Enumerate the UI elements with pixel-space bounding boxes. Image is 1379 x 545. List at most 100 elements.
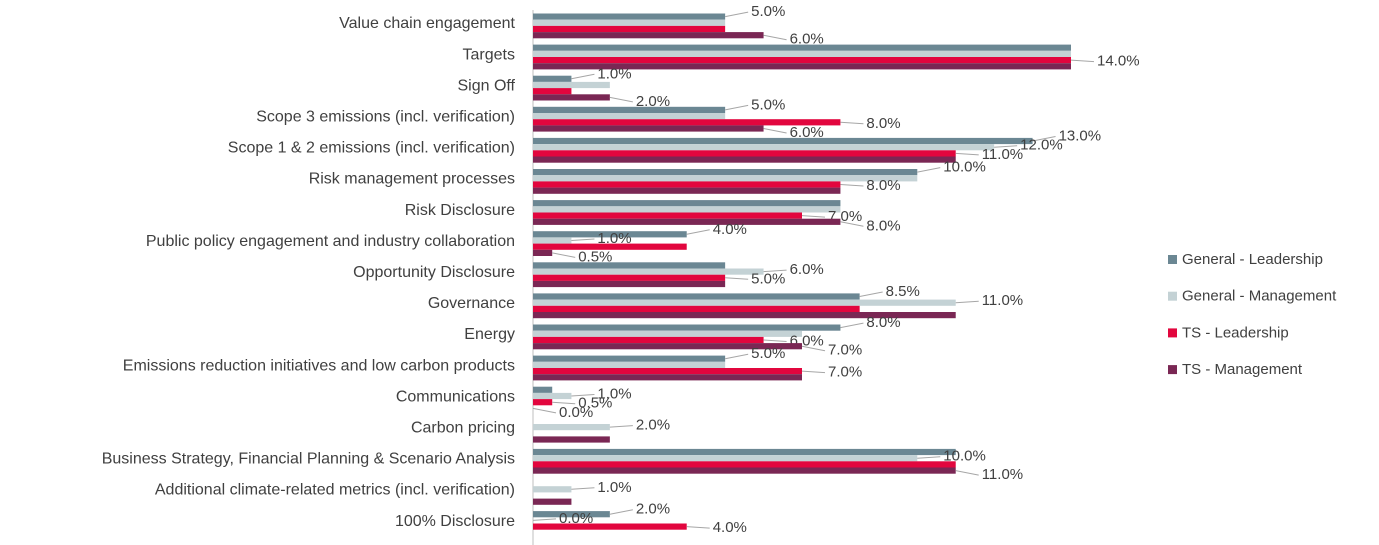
bar bbox=[533, 156, 956, 163]
bar bbox=[533, 125, 764, 132]
bar bbox=[533, 511, 610, 518]
value-label: 7.0% bbox=[828, 364, 862, 381]
bar bbox=[533, 113, 726, 120]
category-label: Targets bbox=[463, 46, 515, 63]
bar bbox=[533, 25, 726, 33]
legend-label: TS - Management bbox=[1182, 361, 1303, 378]
value-label: 0.0% bbox=[559, 510, 593, 527]
bar bbox=[533, 206, 841, 213]
leader-line bbox=[1032, 136, 1056, 142]
value-label: 2.0% bbox=[636, 93, 670, 110]
bar bbox=[533, 305, 860, 312]
leader-line bbox=[917, 456, 941, 459]
value-label: 8.5% bbox=[886, 283, 920, 300]
value-label: 0.5% bbox=[578, 248, 612, 265]
legend-swatch bbox=[1168, 365, 1177, 375]
leader-line bbox=[571, 238, 595, 241]
category-label: Scope 3 emissions (incl. verification) bbox=[256, 109, 515, 126]
bar bbox=[533, 94, 610, 101]
leader-line bbox=[1070, 59, 1095, 63]
bar bbox=[533, 88, 572, 95]
bar bbox=[533, 392, 572, 400]
category-label: Energy bbox=[464, 326, 515, 343]
bar bbox=[533, 137, 1033, 145]
leader-line bbox=[725, 353, 749, 360]
bar bbox=[533, 424, 610, 431]
bar bbox=[533, 181, 841, 188]
bar bbox=[533, 336, 764, 344]
value-label: 1.0% bbox=[597, 385, 631, 402]
leader-line bbox=[801, 345, 826, 352]
bar bbox=[533, 455, 918, 462]
category-label: Additional climate-related metrics (incl… bbox=[155, 482, 515, 499]
leader-line bbox=[532, 407, 557, 414]
bar bbox=[533, 368, 802, 375]
value-label: 12.0% bbox=[1020, 137, 1063, 154]
leader-line bbox=[725, 11, 749, 18]
bar bbox=[533, 386, 553, 393]
bar bbox=[533, 461, 956, 468]
leader-line bbox=[955, 152, 979, 156]
bar bbox=[533, 44, 1071, 51]
category-label: Opportunity Disclosure bbox=[353, 264, 515, 281]
value-label: 0.5% bbox=[578, 395, 612, 412]
leader-line bbox=[609, 509, 633, 515]
bar bbox=[533, 312, 956, 319]
bar bbox=[533, 399, 553, 406]
value-label: 5.0% bbox=[751, 3, 785, 20]
value-label: 4.0% bbox=[713, 221, 747, 238]
value-label: 0.0% bbox=[559, 404, 593, 421]
bar bbox=[533, 150, 956, 157]
value-label: 11.0% bbox=[982, 466, 1023, 483]
value-label: 4.0% bbox=[713, 519, 747, 536]
value-label: 8.0% bbox=[866, 314, 900, 331]
category-label: Risk Disclosure bbox=[405, 202, 515, 219]
bar bbox=[533, 243, 687, 250]
value-label: 2.0% bbox=[636, 501, 670, 518]
category-label: Emissions reduction initiatives and low … bbox=[123, 357, 515, 374]
value-label: 8.0% bbox=[866, 177, 900, 194]
bar bbox=[533, 200, 841, 207]
category-label: Public policy engagement and industry co… bbox=[146, 233, 515, 250]
leader-line bbox=[763, 128, 787, 134]
bar bbox=[533, 355, 726, 362]
leader-line bbox=[725, 277, 749, 280]
bar bbox=[533, 262, 726, 269]
bar bbox=[533, 486, 572, 493]
category-label: Carbon pricing bbox=[411, 420, 515, 437]
leader-line bbox=[801, 215, 826, 218]
legend-swatch bbox=[1168, 291, 1177, 301]
leader-line bbox=[532, 518, 557, 521]
value-label: 11.0% bbox=[982, 292, 1023, 309]
value-label: 2.0% bbox=[636, 417, 670, 434]
category-label: Value chain engagement bbox=[339, 15, 515, 32]
value-label: 14.0% bbox=[1097, 53, 1140, 70]
bar bbox=[533, 187, 841, 194]
bar bbox=[533, 324, 841, 331]
value-label: 6.0% bbox=[790, 124, 824, 141]
bar bbox=[533, 343, 802, 350]
bar bbox=[533, 119, 841, 126]
leader-line bbox=[840, 221, 864, 227]
leader-line bbox=[725, 104, 749, 111]
leader-line bbox=[763, 269, 787, 273]
bar bbox=[533, 280, 726, 288]
value-label: 1.0% bbox=[597, 230, 631, 247]
leader-line bbox=[955, 470, 979, 476]
value-label: 1.0% bbox=[597, 479, 631, 496]
bar bbox=[533, 57, 1071, 64]
bar bbox=[533, 498, 572, 505]
leader-line bbox=[763, 339, 787, 342]
bar bbox=[533, 81, 610, 89]
value-label: 10.0% bbox=[943, 159, 986, 176]
bar bbox=[533, 218, 841, 225]
leader-line bbox=[840, 184, 864, 187]
bar bbox=[533, 293, 860, 300]
bar bbox=[533, 374, 802, 381]
category-label: Business Strategy, Financial Planning & … bbox=[102, 451, 515, 468]
leader-line bbox=[763, 34, 787, 41]
bar bbox=[533, 169, 918, 176]
leader-line bbox=[571, 73, 595, 80]
bar bbox=[533, 63, 1071, 70]
value-label: 6.0% bbox=[790, 31, 824, 48]
